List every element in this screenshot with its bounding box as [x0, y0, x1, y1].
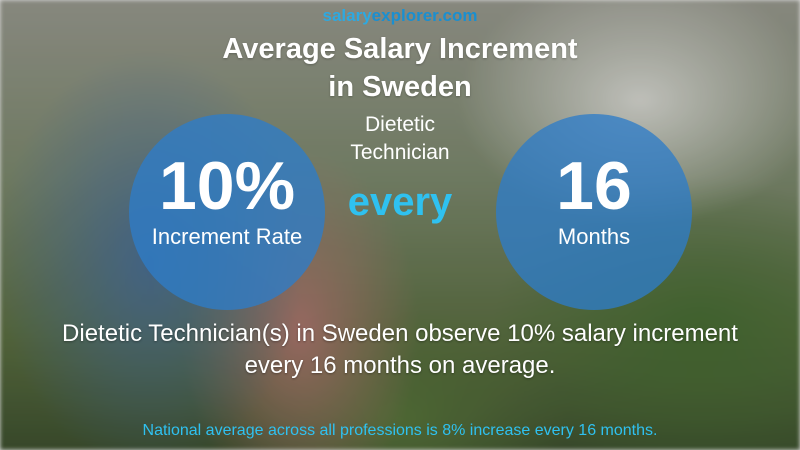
increment-rate-label: Increment Rate: [151, 224, 303, 249]
brand-part-salary: salary: [322, 6, 372, 25]
period-value: 16: [556, 148, 632, 224]
title-line-1: Average Salary Increment: [222, 33, 578, 65]
every-connector: every: [347, 180, 453, 224]
brand-part-explorer: explorer.com: [371, 6, 478, 25]
national-average-note: National average across all professions …: [142, 422, 658, 439]
increment-rate-value: 10%: [158, 148, 296, 224]
increment-rate-circle: 10% Increment Rate: [129, 114, 325, 310]
period-label: Months: [557, 224, 631, 249]
job-title-line-2: Technician: [350, 141, 450, 164]
page-title: Average Salary Increment in Sweden: [0, 30, 800, 106]
summary-text: Dietetic Technician(s) in Sweden observe…: [0, 318, 800, 382]
brand-logo[interactable]: salaryexplorer.com: [0, 6, 800, 26]
job-title-line-1: Dietetic: [364, 113, 436, 136]
job-title: Dietetic Technician: [0, 111, 800, 167]
period-circle: 16 Months: [496, 114, 692, 310]
title-line-2: in Sweden: [328, 71, 472, 103]
summary-line-1: Dietetic Technician(s) in Sweden observe…: [62, 320, 738, 347]
summary-line-2: every 16 months on average.: [244, 352, 556, 379]
